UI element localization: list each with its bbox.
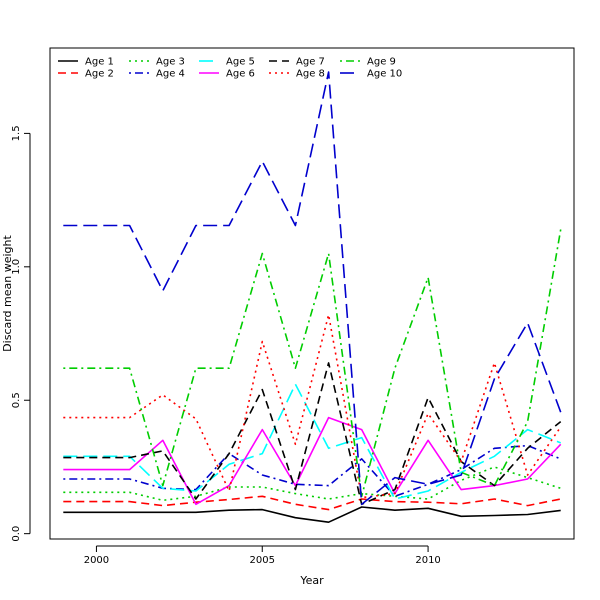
legend-label: Age 3 (156, 57, 185, 68)
y-tick-label: 0.0 (11, 526, 22, 542)
y-axis: 0.0 0.5 1.0 1.5 (11, 125, 31, 542)
legend-item: Age 10 (340, 69, 402, 80)
x-tick-label: 2005 (250, 555, 275, 566)
series-line-age-3 (63, 466, 561, 502)
y-axis-label: Discard mean weight (1, 235, 14, 352)
y-tick-label: 1.0 (11, 259, 22, 275)
series-line-age-7 (63, 362, 562, 506)
legend-label: Age 6 (226, 69, 255, 80)
legend-label: Age 5 (226, 57, 255, 68)
legend-item: Age 8 (269, 69, 325, 80)
series-line-age-4 (63, 444, 561, 498)
legend-item: Age 2 (58, 69, 114, 80)
plot-frame (49, 47, 575, 540)
series-line-age-2 (63, 495, 561, 511)
x-tick-label: 2000 (84, 555, 109, 566)
legend-label: Age 7 (296, 57, 325, 68)
legend-item: Age 9 (340, 57, 396, 68)
y-tick-label: 1.5 (11, 125, 22, 141)
legend-item: Age 4 (129, 69, 185, 80)
series-line-age-1 (63, 506, 561, 524)
series-layer (63, 71, 562, 524)
legend-label: Age 1 (85, 57, 114, 68)
x-axis: 2000 2005 2010 (84, 545, 441, 566)
legend-item: Age 3 (129, 57, 185, 68)
series-line-age-5 (63, 383, 561, 500)
legend-label: Age 9 (367, 57, 396, 68)
legend-item: Age 5 (199, 57, 255, 68)
x-tick-label: 2010 (415, 555, 440, 566)
legend-label: Age 8 (296, 69, 325, 80)
legend-label: Age 10 (367, 69, 402, 80)
legend-label: Age 4 (156, 69, 185, 80)
legend-item: Age 7 (269, 57, 325, 68)
legend-item: Age 1 (58, 57, 114, 68)
legend-item: Age 6 (199, 69, 255, 80)
series-line-age-9 (63, 229, 562, 498)
series-line-age-10 (63, 71, 562, 506)
x-axis-label: Year (299, 574, 324, 587)
legend-label: Age 2 (85, 69, 114, 80)
y-tick-label: 0.5 (11, 392, 22, 408)
